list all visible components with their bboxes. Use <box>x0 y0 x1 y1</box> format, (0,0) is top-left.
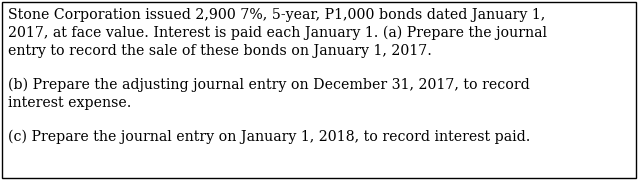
Text: (b) Prepare the adjusting journal entry on December 31, 2017, to record
interest: (b) Prepare the adjusting journal entry … <box>8 78 530 110</box>
FancyBboxPatch shape <box>2 2 636 178</box>
Text: Stone Corporation issued 2,900 7%, 5-year, P1,000 bonds dated January 1,
2017, a: Stone Corporation issued 2,900 7%, 5-yea… <box>8 8 547 58</box>
Text: (c) Prepare the journal entry on January 1, 2018, to record interest paid.: (c) Prepare the journal entry on January… <box>8 130 530 144</box>
